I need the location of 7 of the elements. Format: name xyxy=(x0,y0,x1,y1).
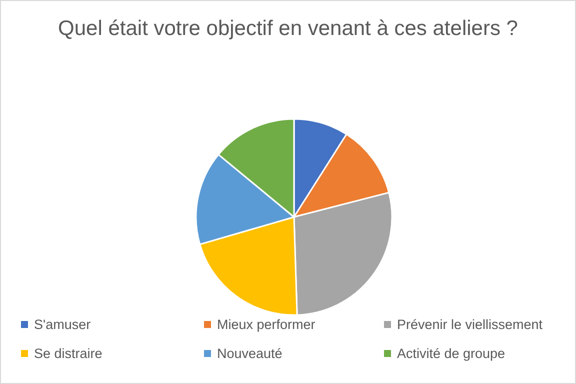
legend-label: Mieux performer xyxy=(217,317,316,332)
chart-title: Quel était votre objectif en venant à ces ateliers ? xyxy=(57,16,519,42)
legend-label: Nouveauté xyxy=(217,346,282,361)
legend-label: Activité de groupe xyxy=(397,346,506,361)
legend-label: Se distraire xyxy=(34,346,102,361)
legend-label: S'amuser xyxy=(34,317,91,332)
legend-label: Prévenir le viellissement xyxy=(397,317,543,332)
